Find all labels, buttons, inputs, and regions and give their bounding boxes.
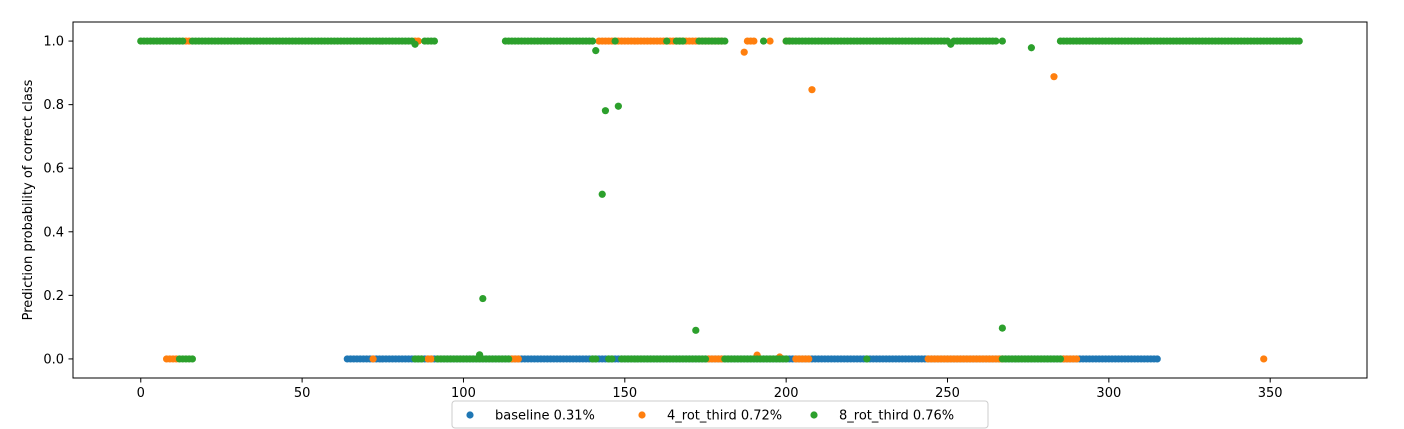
data-point	[505, 355, 513, 363]
y-tick-label: 0.2	[43, 289, 64, 304]
data-point	[663, 37, 671, 45]
x-tick-label: 200	[774, 386, 799, 401]
y-tick-label: 1.0	[43, 35, 64, 50]
legend-label: 4_rot_third 0.72%	[667, 409, 782, 424]
legend-frame	[451, 400, 989, 429]
data-point	[701, 355, 710, 363]
data-point	[998, 324, 1006, 332]
legend-marker	[638, 411, 646, 419]
x-tick-label: 300	[1096, 386, 1121, 401]
data-point	[179, 37, 187, 45]
data-point	[608, 355, 616, 363]
x-tick-label: 100	[451, 386, 476, 401]
data-point	[721, 37, 729, 45]
data-point	[750, 37, 758, 45]
data-point	[692, 326, 700, 334]
x-tick-label: 350	[1258, 386, 1283, 401]
data-point	[1050, 73, 1058, 81]
data-point	[863, 355, 871, 363]
y-axis: 0.0 0.2 0.4 0.6 0.8 1.0	[43, 35, 73, 367]
y-tick-label: 0.8	[43, 98, 64, 113]
data-point	[998, 37, 1006, 45]
data-point	[427, 355, 435, 363]
data-point	[614, 102, 622, 110]
y-tick-label: 0.6	[43, 162, 64, 177]
legend-marker	[810, 411, 818, 419]
data-point	[611, 37, 619, 45]
y-tick-label: 0.4	[43, 225, 64, 240]
data-point	[369, 355, 377, 363]
data-point	[479, 294, 487, 303]
data-point	[417, 355, 426, 363]
data-point	[679, 37, 687, 45]
data-point	[1260, 355, 1268, 363]
data-point	[992, 37, 1000, 45]
legend-label: baseline 0.31%	[495, 409, 595, 424]
y-tick-label: 0.0	[43, 352, 64, 367]
x-tick-label: 250	[935, 386, 960, 401]
data-point	[514, 355, 522, 363]
legend: baseline 0.31% 4_rot_third 0.72% 8_rot_thi…	[451, 400, 989, 429]
series-2-points	[162, 37, 1268, 363]
data-point	[430, 37, 439, 45]
data-point	[188, 355, 196, 363]
data-point	[588, 37, 597, 45]
data-point	[592, 355, 600, 363]
data-point	[766, 37, 774, 45]
data-point	[1295, 37, 1303, 45]
data-point	[601, 107, 610, 115]
data-point	[947, 40, 955, 48]
x-tick-label: 150	[612, 386, 637, 401]
x-axis: 0 50 100 150 200 250 300 350	[137, 378, 1283, 401]
data-point	[1072, 355, 1081, 363]
data-point	[1153, 355, 1161, 363]
data-point	[475, 351, 484, 359]
x-tick-label: 0	[137, 386, 145, 401]
data-point	[1027, 44, 1035, 52]
points-layer	[137, 37, 1303, 363]
legend-marker	[466, 411, 474, 419]
x-tick-label: 50	[294, 386, 311, 401]
data-point	[759, 37, 768, 45]
series-3-points	[137, 37, 1303, 363]
data-point	[411, 40, 419, 48]
plot-area-frame	[72, 21, 1368, 379]
data-point	[598, 190, 606, 198]
legend-label: 8_rot_third 0.76%	[839, 409, 954, 424]
data-point	[805, 355, 813, 363]
y-axis-label: Prediction probability of correct class	[21, 79, 36, 320]
data-point	[740, 48, 748, 56]
data-point	[782, 355, 790, 363]
data-point	[1056, 355, 1065, 363]
data-point	[808, 86, 816, 94]
data-point	[592, 47, 600, 55]
